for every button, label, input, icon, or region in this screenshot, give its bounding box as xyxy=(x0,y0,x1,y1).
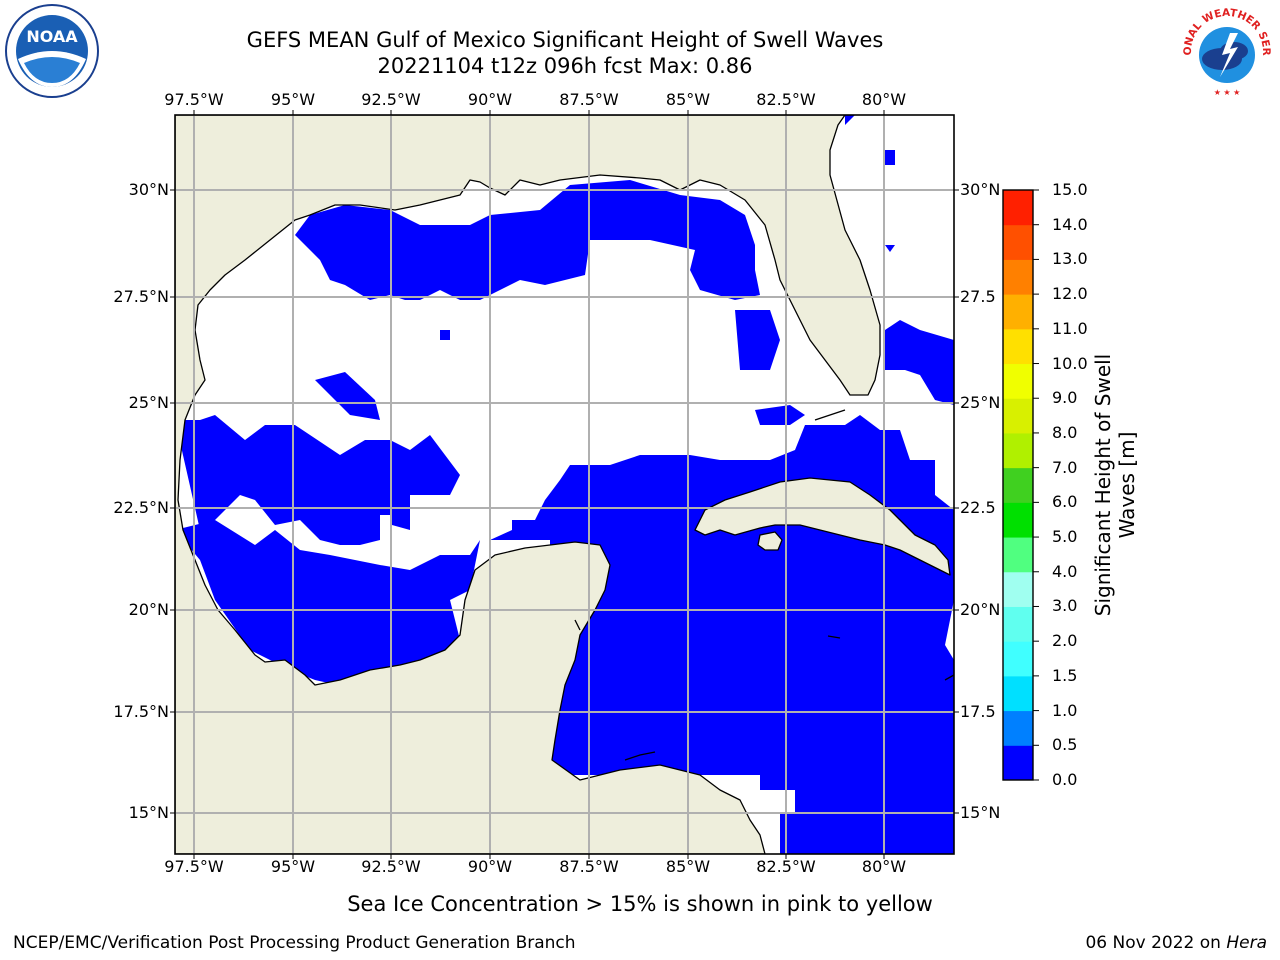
colorbar-tick-label: 3.0 xyxy=(1052,596,1078,616)
lat-label-right: 22.5 xyxy=(960,498,996,517)
svg-text:★ ★ ★: ★ ★ ★ xyxy=(1214,88,1241,97)
colorbar-swatch xyxy=(1003,641,1033,677)
lat-label-left: 30°N xyxy=(128,180,169,199)
map-frame xyxy=(174,114,955,855)
lon-label-bottom: 97.5°W xyxy=(164,857,224,876)
colorbar-swatch xyxy=(1003,467,1033,503)
lat-label-left: 27.5°N xyxy=(113,287,169,306)
colorbar-swatch xyxy=(1003,745,1033,781)
colorbar-tick-label: 10.0 xyxy=(1052,353,1088,373)
nws-logo: NATIONAL WEATHER SERVICE ★ ★ ★ xyxy=(1178,3,1274,99)
lon-label-bottom: 90°W xyxy=(467,857,513,876)
lon-label-bottom: 87.5°W xyxy=(559,857,619,876)
colorbar-tick-label: 4.0 xyxy=(1052,561,1078,581)
lon-label-bottom: 85°W xyxy=(665,857,711,876)
lon-label-bottom: 92.5°W xyxy=(361,857,421,876)
map-subtitle: 20221104 t12z 096h fcst Max: 0.86 xyxy=(377,54,753,78)
colorbar-frame xyxy=(1002,189,1034,781)
colorbar-tick-label: 14.0 xyxy=(1052,214,1088,234)
lat-label-left: 15°N xyxy=(128,803,169,822)
lon-label-bottom: 80°W xyxy=(861,857,907,876)
lat-label-left: 22.5°N xyxy=(113,498,169,517)
colorbar-swatch xyxy=(1003,363,1033,399)
noaa-logo: NOAA xyxy=(5,4,99,98)
colorbar-tick-label: 12.0 xyxy=(1052,284,1088,304)
lat-label-left: 25°N xyxy=(128,393,169,412)
colorbar-tick-label: 13.0 xyxy=(1052,249,1088,269)
lat-label-right: 17.5 xyxy=(960,702,996,721)
lon-label-bottom: 95°W xyxy=(270,857,316,876)
colorbar-tick-label: 5.0 xyxy=(1052,527,1078,547)
lat-label-right: 30°N xyxy=(960,180,1001,199)
gridlines xyxy=(175,115,954,854)
sea-ice-note: Sea Ice Concentration > 15% is shown in … xyxy=(347,892,933,916)
footer-branch: NCEP/EMC/Verification Post Processing Pr… xyxy=(13,933,576,953)
lon-label-top: 90°W xyxy=(467,90,513,109)
colorbar-label: Significant Height of Swell Waves [m] xyxy=(1091,354,1139,616)
noaa-logo-text: NOAA xyxy=(26,27,78,46)
lat-label-left: 17.5°N xyxy=(113,702,169,721)
lon-label-bottom: 82.5°W xyxy=(756,857,816,876)
map-tick-marks xyxy=(170,110,959,859)
colorbar-tick-label: 15.0 xyxy=(1052,180,1088,199)
colorbar-tick-label: 8.0 xyxy=(1052,422,1078,442)
colorbar-swatch xyxy=(1003,502,1033,538)
colorbar-swatch xyxy=(1003,328,1033,365)
map-title: GEFS MEAN Gulf of Mexico Significant Hei… xyxy=(246,28,884,52)
lon-label-top: 85°W xyxy=(665,90,711,109)
lon-label-top: 92.5°W xyxy=(361,90,421,109)
colorbar-tick-label: 11.0 xyxy=(1052,318,1088,338)
colorbar-tick-label: 2.0 xyxy=(1052,631,1078,651)
land xyxy=(175,115,951,854)
colorbar-swatch xyxy=(1003,294,1033,330)
lat-label-left: 20°N xyxy=(128,600,169,619)
colorbar-swatch xyxy=(1003,606,1033,642)
colorbar-swatch xyxy=(1003,259,1033,295)
colorbar-swatch xyxy=(1003,398,1033,434)
lat-label-right: 15°N xyxy=(960,803,1001,822)
colorbar-label-line1: Significant Height of Swell xyxy=(1091,353,1115,617)
lon-label-top: 97.5°W xyxy=(164,90,224,109)
colorbar-label-line2: Waves [m] xyxy=(1115,431,1139,539)
lon-label-top: 82.5°W xyxy=(756,90,816,109)
colorbar-swatch xyxy=(1003,571,1033,607)
colorbar-tick-label: 1.5 xyxy=(1052,665,1078,685)
colorbar-swatch xyxy=(1003,710,1033,746)
colorbar-tick-label: 1.0 xyxy=(1052,700,1078,720)
lon-label-top: 95°W xyxy=(270,90,316,109)
colorbar-tick-label: 0.0 xyxy=(1052,770,1078,789)
footer-date: 06 Nov 2022 on Hera xyxy=(1085,933,1267,953)
colorbar-tick-label: 9.0 xyxy=(1052,388,1078,408)
colorbar-tick-label: 6.0 xyxy=(1052,492,1078,512)
colorbar-swatch xyxy=(1003,224,1033,260)
footer-machine: Hera xyxy=(1226,933,1267,953)
footer-date-text: 06 Nov 2022 on xyxy=(1085,933,1221,953)
lat-label-right: 25°N xyxy=(960,393,1001,412)
colorbar-tick-label: 7.0 xyxy=(1052,457,1078,477)
colorbar-tick-label: 0.5 xyxy=(1052,735,1078,755)
lat-label-right: 20°N xyxy=(960,600,1001,619)
lon-label-top: 80°W xyxy=(861,90,907,109)
colorbar-swatch xyxy=(1003,675,1033,712)
lon-label-top: 87.5°W xyxy=(559,90,619,109)
colorbar-swatch xyxy=(1003,432,1033,469)
colorbar-swatch xyxy=(1003,537,1033,573)
colorbar-swatch xyxy=(1003,190,1033,226)
lat-label-right: 27.5 xyxy=(960,287,996,306)
